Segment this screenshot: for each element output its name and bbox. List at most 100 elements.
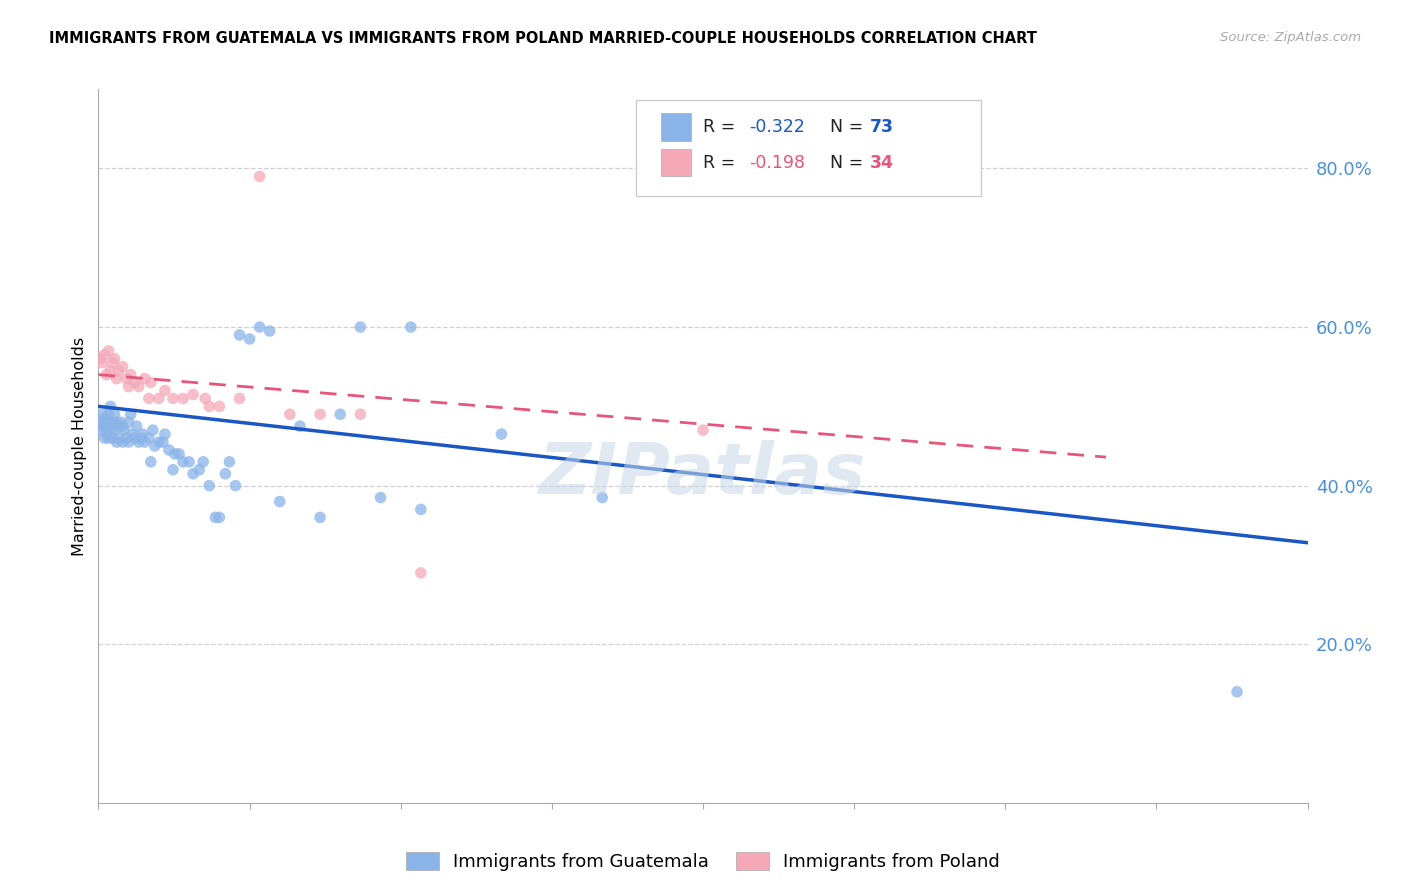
Point (111, 419, 134, 434)
Point (288, 419, 311, 434)
Point (139, 376, 162, 390)
Point (269, 494, 291, 508)
Point (148, 392, 170, 406)
Point (153, 427, 176, 442)
Point (139, 455, 162, 469)
Point (107, 419, 129, 434)
Point (162, 392, 184, 406)
Point (101, 356, 124, 370)
Text: R =: R = (703, 153, 741, 171)
Point (134, 435, 156, 450)
Text: 34: 34 (870, 153, 894, 171)
Point (101, 431, 124, 445)
Text: -0.322: -0.322 (749, 118, 804, 136)
Point (97, 407, 120, 421)
Point (172, 455, 194, 469)
FancyBboxPatch shape (637, 100, 981, 196)
Point (162, 463, 184, 477)
Point (692, 423, 714, 437)
Point (111, 359, 134, 374)
Legend: Immigrants from Guatemala, Immigrants from Poland: Immigrants from Guatemala, Immigrants fr… (399, 845, 1007, 879)
Point (129, 431, 152, 445)
Point (115, 431, 138, 445)
Point (89, 423, 111, 437)
Point (194, 392, 217, 406)
Point (120, 368, 142, 382)
Point (100, 400, 122, 414)
Point (93, 431, 115, 445)
Point (103, 423, 125, 437)
Point (181, 387, 204, 401)
Point (349, 407, 371, 421)
Point (89, 415, 111, 429)
Point (179, 455, 201, 469)
Point (399, 320, 422, 334)
Point (370, 491, 392, 505)
Point (110, 415, 132, 429)
Point (93, 411, 115, 425)
Point (138, 431, 160, 445)
Point (114, 423, 136, 437)
Point (349, 320, 371, 334)
Point (167, 447, 190, 461)
Point (193, 455, 215, 469)
Point (224, 478, 246, 492)
Point (128, 435, 150, 450)
Point (409, 566, 432, 580)
Point (208, 400, 231, 414)
Point (124, 431, 146, 445)
Point (142, 423, 165, 437)
Point (309, 407, 332, 421)
Point (115, 371, 138, 385)
Point (138, 392, 160, 406)
Point (124, 376, 146, 390)
Point (96, 419, 118, 434)
Point (491, 427, 513, 442)
Point (97, 343, 120, 358)
Point (121, 427, 143, 442)
Point (591, 491, 613, 505)
Text: N =: N = (830, 153, 869, 171)
Point (409, 502, 432, 516)
Point (96, 368, 118, 382)
FancyBboxPatch shape (661, 149, 690, 177)
Text: R =: R = (703, 118, 741, 136)
Point (105, 435, 128, 450)
Point (91, 407, 114, 421)
Point (101, 415, 124, 429)
Point (228, 328, 250, 343)
Point (107, 431, 129, 445)
Point (148, 435, 170, 450)
Point (188, 463, 211, 477)
Point (198, 478, 221, 492)
Point (118, 379, 141, 393)
Point (118, 435, 141, 450)
Point (125, 419, 148, 434)
Point (172, 392, 194, 406)
Point (152, 435, 174, 450)
Point (153, 384, 176, 398)
Point (218, 455, 240, 469)
Text: 73: 73 (870, 118, 894, 136)
Point (204, 510, 226, 524)
Point (134, 371, 156, 385)
Point (163, 447, 186, 461)
Point (93, 348, 115, 362)
Point (100, 423, 122, 437)
Text: -0.198: -0.198 (749, 153, 806, 171)
Point (118, 415, 141, 429)
Point (309, 510, 332, 524)
Point (105, 415, 128, 429)
Point (143, 439, 166, 453)
Point (259, 324, 281, 338)
Point (120, 407, 142, 421)
Point (214, 467, 236, 481)
Point (208, 510, 231, 524)
Point (278, 407, 301, 421)
Point (198, 400, 221, 414)
Point (239, 332, 262, 346)
Point (91, 356, 114, 370)
Point (181, 467, 204, 481)
Point (97, 431, 120, 445)
Point (249, 320, 271, 334)
